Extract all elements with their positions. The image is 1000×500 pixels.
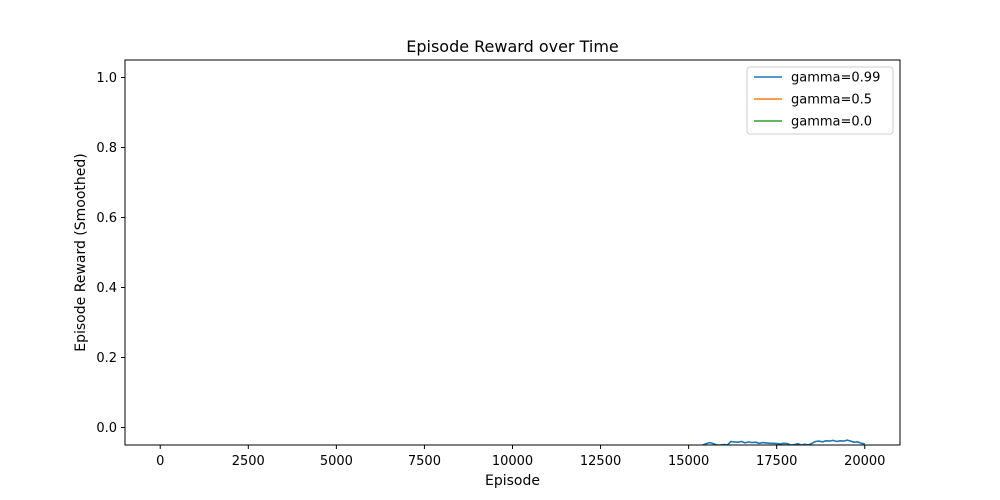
- legend-box: [746, 66, 894, 135]
- y-tick-label: 0.2: [96, 351, 117, 366]
- x-tick-label: 5000: [320, 454, 353, 469]
- y-tick-label: 0.0: [96, 421, 117, 436]
- y-axis-label: Episode Reward (Smoothed): [73, 153, 89, 351]
- legend: gamma=0.99 gamma=0.5 gamma=0.0: [746, 66, 894, 135]
- x-tick-label: 2500: [232, 454, 265, 469]
- series-layer: [702, 439, 865, 445]
- series-line-0: [702, 439, 865, 445]
- x-tick-label: 17500: [756, 454, 797, 469]
- x-tick-label: 15000: [668, 454, 709, 469]
- legend-label-1: gamma=0.5: [791, 93, 872, 108]
- legend-label-2: gamma=0.0: [791, 115, 872, 130]
- chart-title: Episode Reward over Time: [406, 37, 619, 56]
- legend-label-0: gamma=0.99: [791, 71, 880, 86]
- x-tick-label: 12500: [580, 454, 621, 469]
- x-axis: 0 2500 5000 7500 10000 12500 15000 17500 20000: [156, 445, 885, 469]
- y-axis: 0.0 0.2 0.4 0.6 0.8 1.0: [96, 71, 125, 436]
- y-tick-label: 0.8: [96, 141, 117, 156]
- y-tick-label: 0.6: [96, 211, 117, 226]
- y-tick-label: 0.4: [96, 281, 117, 296]
- x-axis-label: Episode: [485, 473, 540, 489]
- x-tick-label: 7500: [408, 454, 441, 469]
- x-tick-label: 20000: [844, 454, 885, 469]
- x-tick-label: 10000: [492, 454, 533, 469]
- y-tick-label: 1.0: [96, 71, 117, 86]
- x-tick-label: 0: [156, 454, 164, 469]
